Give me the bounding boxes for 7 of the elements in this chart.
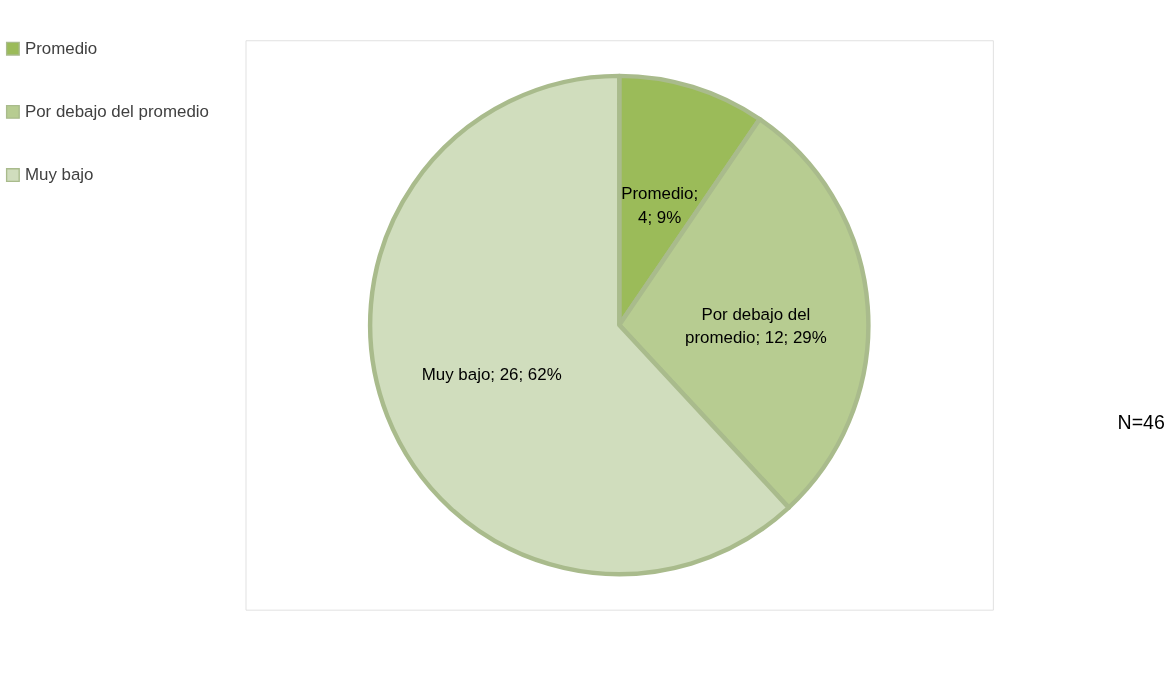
legend-label: Por debajo del promedio bbox=[24, 102, 209, 122]
data-label: Promedio; 4; 9% bbox=[621, 184, 699, 227]
text: N=46 bbox=[1117, 411, 1165, 434]
data-label: Por debajo del promedio; 12; 29% bbox=[685, 305, 827, 348]
data-label: Muy bajo; 26; 62% bbox=[421, 365, 562, 385]
legend-label: Promedio bbox=[24, 39, 98, 59]
legend-label: Muy bajo bbox=[24, 165, 94, 185]
